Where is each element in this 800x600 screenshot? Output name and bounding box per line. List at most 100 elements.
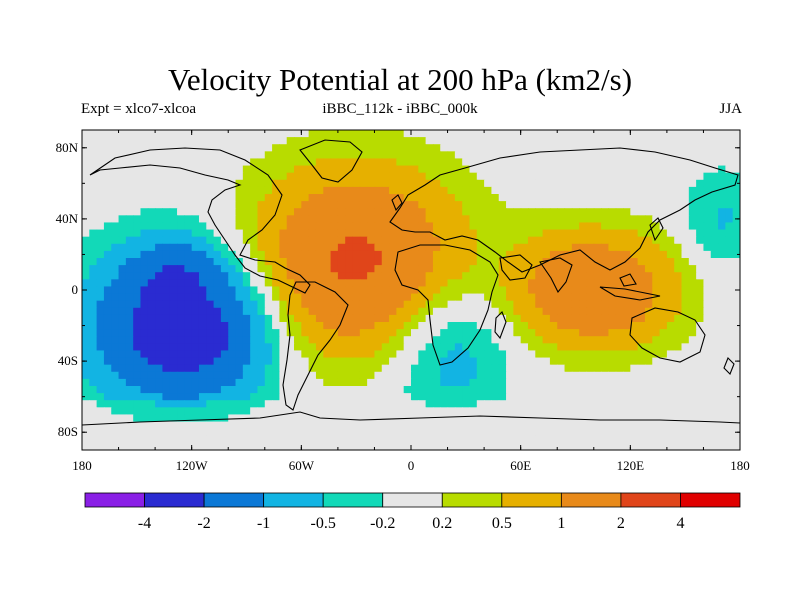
field-cell — [652, 186, 661, 195]
field-cell — [125, 378, 134, 387]
field-cell — [659, 314, 668, 323]
field-cell — [484, 222, 493, 231]
field-cell — [381, 201, 390, 209]
field-cell — [111, 172, 120, 181]
field-cell — [301, 386, 310, 394]
field-cell — [696, 350, 705, 359]
field-cell — [447, 407, 456, 416]
field-cell — [527, 329, 536, 337]
field-cell — [703, 329, 712, 337]
field-cell — [644, 350, 653, 359]
field-cell — [337, 307, 346, 316]
field-cell — [615, 386, 624, 394]
field-cell — [118, 414, 127, 423]
field-cell — [374, 179, 383, 188]
field-cell — [103, 194, 112, 202]
field-cell — [301, 208, 310, 216]
field-cell — [89, 165, 98, 174]
field-cell — [542, 229, 551, 238]
field-cell — [491, 222, 500, 231]
field-cell — [549, 229, 558, 238]
field-cell — [710, 329, 719, 337]
field-cell — [220, 201, 229, 209]
field-cell — [147, 229, 156, 238]
field-cell — [220, 172, 229, 181]
field-cell — [506, 208, 514, 216]
field-cell — [337, 158, 346, 167]
field-cell — [184, 179, 193, 188]
field-cell — [198, 172, 207, 181]
field-cell — [630, 357, 639, 366]
field-cell — [564, 329, 573, 337]
field-cell — [191, 250, 200, 259]
field-cell — [294, 407, 302, 416]
field-cell — [140, 172, 149, 181]
field-cell — [681, 314, 690, 323]
field-cell — [484, 201, 493, 209]
field-cell — [286, 222, 295, 231]
field-cell — [564, 322, 573, 330]
field-cell — [484, 364, 493, 373]
field-cell — [155, 386, 164, 394]
field-cell — [674, 272, 683, 280]
field-cell — [637, 371, 646, 380]
field-cell — [89, 314, 98, 323]
field-cell — [337, 279, 346, 288]
field-cell — [272, 300, 280, 309]
colorbar-box — [263, 492, 324, 508]
field-cell — [294, 137, 302, 145]
field-cell — [118, 165, 127, 174]
field-cell — [440, 201, 449, 209]
field-cell — [294, 201, 302, 209]
field-cell — [162, 336, 171, 344]
field-cell — [703, 208, 712, 216]
field-cell — [367, 386, 376, 394]
field-cell — [286, 386, 295, 394]
field-cell — [315, 407, 324, 416]
field-cell — [374, 194, 383, 202]
field-cell — [103, 201, 112, 209]
field-cell — [367, 208, 376, 216]
field-cell — [674, 393, 683, 401]
field-cell — [301, 364, 310, 373]
field-cell — [498, 144, 507, 152]
field-cell — [652, 286, 661, 295]
field-cell — [345, 386, 354, 394]
field-cell — [725, 186, 734, 195]
field-cell — [89, 336, 98, 344]
field-cell — [103, 215, 112, 224]
field-cell — [89, 343, 98, 352]
field-cell — [571, 329, 580, 337]
field-cell — [96, 300, 105, 309]
field-cell — [235, 215, 244, 224]
field-cell — [198, 393, 207, 401]
field-cell — [82, 179, 90, 188]
field-cell — [177, 428, 185, 437]
field-cell — [374, 343, 383, 352]
field-cell — [688, 300, 697, 309]
field-cell — [462, 350, 471, 359]
field-cell — [403, 314, 412, 323]
field-cell — [652, 250, 661, 259]
field-cell — [213, 314, 222, 323]
field-cell — [432, 250, 441, 259]
field-cell — [593, 442, 602, 450]
field-cell — [718, 378, 726, 387]
field-cell — [323, 300, 332, 309]
field-cell — [644, 151, 653, 160]
field-cell — [184, 386, 193, 394]
field-cell — [644, 179, 653, 188]
field-cell — [608, 179, 617, 188]
field-cell — [359, 329, 368, 337]
field-cell — [169, 194, 178, 202]
field-cell — [454, 435, 463, 444]
field-cell — [89, 386, 98, 394]
field-cell — [198, 442, 207, 450]
field-cell — [345, 158, 354, 167]
field-cell — [659, 307, 668, 316]
field-cell — [169, 222, 178, 231]
field-cell — [89, 186, 98, 195]
field-cell — [374, 393, 383, 401]
field-cell — [147, 272, 156, 280]
field-cell — [425, 250, 434, 259]
